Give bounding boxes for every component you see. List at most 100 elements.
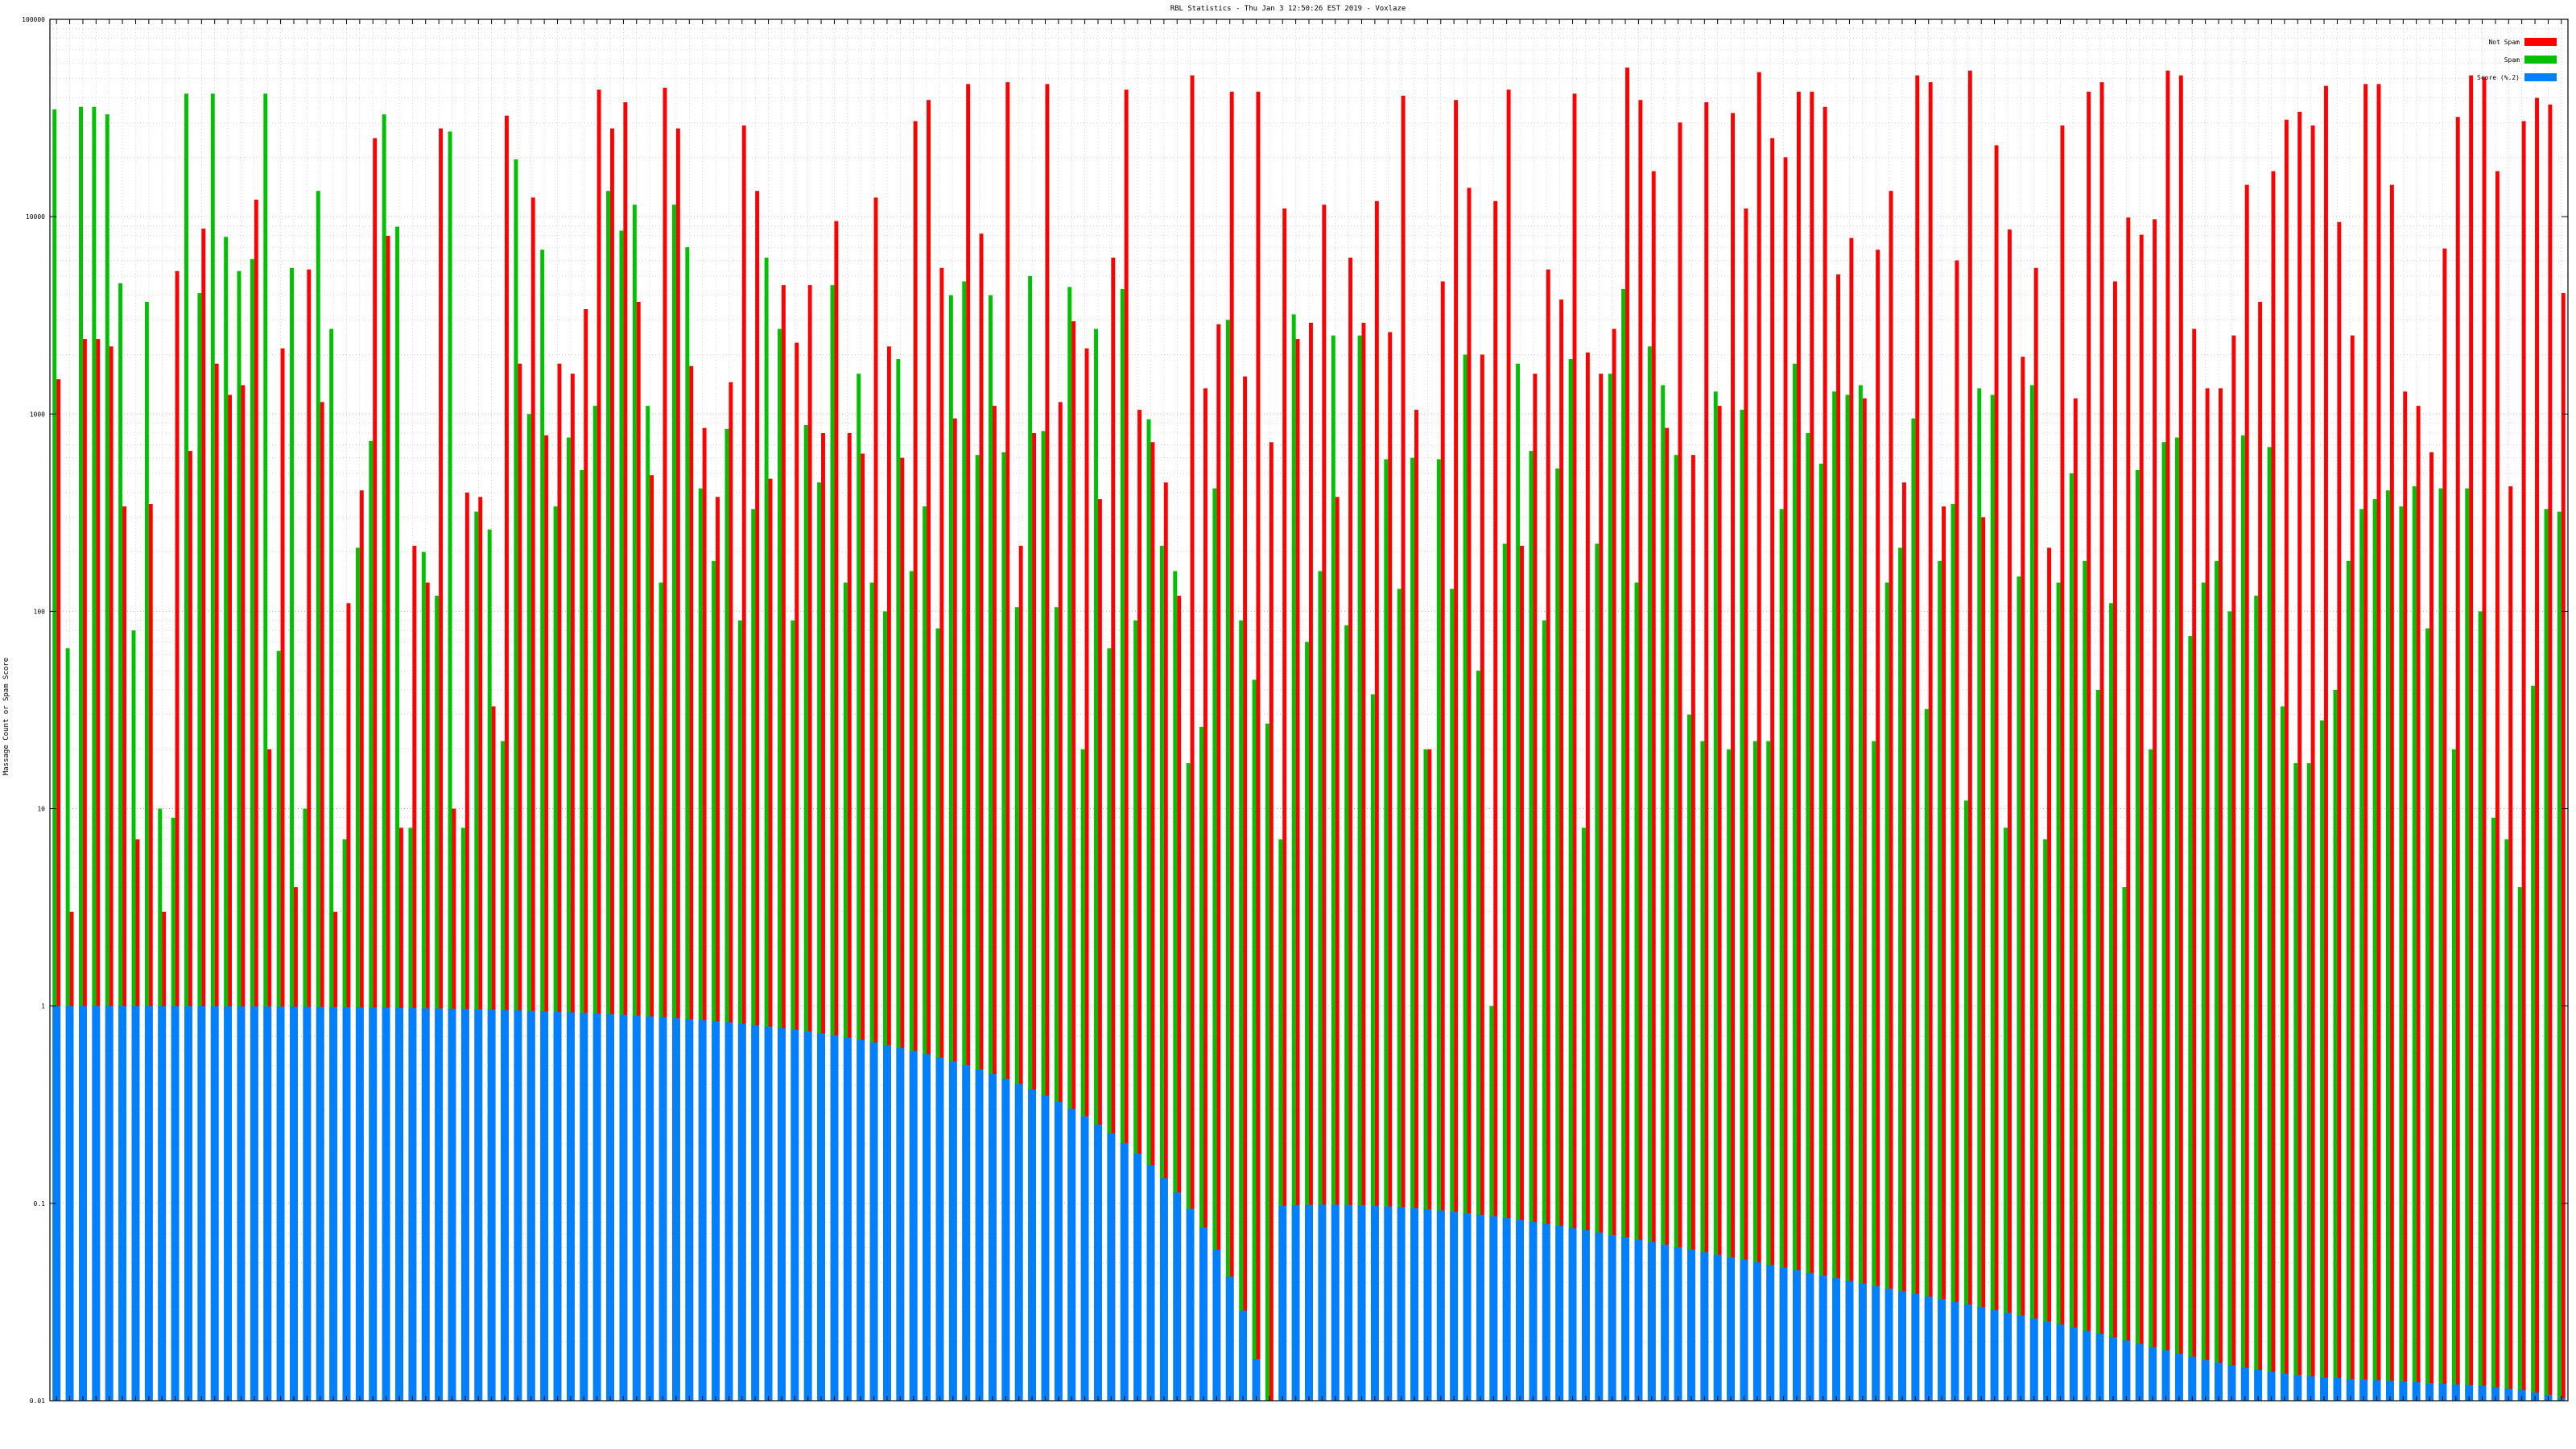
bar-not-spam bbox=[1388, 332, 1393, 1401]
bar-not-spam bbox=[2561, 293, 2566, 1401]
bar-spam bbox=[1977, 388, 1982, 1401]
bar-score bbox=[1344, 1204, 1353, 1401]
bar-spam bbox=[2320, 720, 2325, 1401]
bar-score bbox=[2083, 1331, 2091, 1401]
bar-score bbox=[540, 1011, 549, 1401]
bar-not-spam bbox=[2429, 452, 2434, 1401]
bar-not-spam bbox=[1559, 299, 1564, 1402]
bar-score bbox=[843, 1038, 852, 1401]
bar-not-spam bbox=[518, 363, 522, 1401]
bar-spam bbox=[2043, 839, 2048, 1401]
bar-not-spam bbox=[1506, 89, 1511, 1401]
bar-not-spam bbox=[741, 125, 746, 1401]
bar-not-spam bbox=[663, 88, 667, 1402]
bar-spam bbox=[1963, 800, 1968, 1401]
bar-score bbox=[52, 1005, 61, 1401]
bar-spam bbox=[1661, 385, 1666, 1401]
bar-score bbox=[1990, 1310, 1999, 1401]
bar-spam bbox=[962, 281, 967, 1401]
bar-score bbox=[1806, 1273, 1814, 1401]
bar-not-spam bbox=[439, 128, 444, 1401]
bar-not-spam bbox=[1005, 82, 1010, 1401]
bar-score bbox=[1014, 1084, 1023, 1401]
bar-not-spam bbox=[1744, 208, 1748, 1401]
bar-spam bbox=[1410, 457, 1415, 1401]
bar-not-spam bbox=[2297, 111, 2302, 1401]
bar-spam bbox=[1818, 464, 1823, 1401]
bar-spam bbox=[435, 596, 440, 1401]
bar-not-spam bbox=[900, 457, 905, 1401]
bar-not-spam bbox=[320, 402, 324, 1402]
bar-spam bbox=[737, 620, 742, 1401]
y-tick-label: 100000 bbox=[22, 16, 45, 23]
bar-not-spam bbox=[386, 235, 390, 1401]
bar-not-spam bbox=[2231, 335, 2236, 1402]
bar-spam bbox=[1793, 363, 1797, 1401]
bar-score bbox=[1911, 1294, 1920, 1401]
bar-not-spam bbox=[1810, 91, 1814, 1402]
bar-spam bbox=[1529, 451, 1534, 1401]
bar-not-spam bbox=[2219, 388, 2223, 1401]
bar-not-spam bbox=[425, 582, 430, 1401]
bar-spam bbox=[580, 469, 584, 1401]
bar-score bbox=[395, 1007, 403, 1401]
bar-not-spam bbox=[755, 191, 760, 1401]
bar-not-spam bbox=[1427, 749, 1432, 1401]
bar-spam bbox=[1265, 723, 1269, 1401]
bar-spam bbox=[1647, 346, 1652, 1401]
bar-not-spam bbox=[1111, 258, 1116, 1401]
bar-score bbox=[487, 1009, 496, 1401]
bar-spam bbox=[2385, 490, 2390, 1401]
bar-spam bbox=[2149, 749, 2153, 1401]
bar-score bbox=[2095, 1334, 2104, 1401]
bar-spam bbox=[1054, 607, 1059, 1401]
bar-not-spam bbox=[781, 285, 786, 1402]
bar-score bbox=[2109, 1337, 2117, 1401]
bar-spam bbox=[1608, 374, 1612, 1401]
bar-not-spam bbox=[2258, 301, 2263, 1401]
bar-spam bbox=[2399, 506, 2404, 1401]
bar-spam bbox=[2029, 385, 2034, 1401]
bar-spam bbox=[316, 191, 320, 1401]
bar-spam bbox=[896, 358, 901, 1401]
bar-not-spam bbox=[610, 128, 614, 1401]
bar-spam bbox=[658, 582, 663, 1401]
bar-not-spam bbox=[254, 199, 258, 1401]
bar-score bbox=[1555, 1225, 1564, 1401]
bar-score bbox=[263, 1006, 272, 1401]
bar-score bbox=[342, 1007, 351, 1401]
bar-not-spam bbox=[992, 406, 997, 1402]
bar-spam bbox=[514, 159, 518, 1401]
bar-spam bbox=[1885, 582, 1889, 1401]
bar-score bbox=[909, 1051, 918, 1401]
bar-score bbox=[1951, 1302, 1959, 1401]
bar-not-spam bbox=[1823, 106, 1827, 1401]
bar-score bbox=[1885, 1288, 1893, 1401]
bar-not-spam bbox=[689, 365, 694, 1401]
bar-spam bbox=[989, 295, 993, 1401]
bar-score bbox=[803, 1031, 812, 1401]
bar-not-spam bbox=[1704, 102, 1709, 1401]
bar-spam bbox=[1212, 488, 1217, 1401]
bar-score bbox=[2425, 1382, 2434, 1401]
bar-score bbox=[1568, 1228, 1577, 1401]
legend-label: Not Spam bbox=[2488, 39, 2520, 46]
bar-not-spam bbox=[1915, 75, 1920, 1401]
bar-not-spam bbox=[2244, 184, 2249, 1402]
bar-score bbox=[1159, 1178, 1168, 1401]
bar-spam bbox=[184, 93, 188, 1401]
bar-not-spam bbox=[861, 453, 865, 1401]
bar-spam bbox=[2122, 887, 2127, 1401]
bar-spam bbox=[2425, 628, 2430, 1401]
bar-score bbox=[1305, 1204, 1313, 1401]
bar-score bbox=[250, 1006, 258, 1401]
bar-not-spam bbox=[478, 497, 483, 1401]
bar-not-spam bbox=[1190, 75, 1195, 1401]
bar-not-spam bbox=[702, 427, 707, 1401]
bar-not-spam bbox=[2548, 104, 2553, 1401]
bar-spam bbox=[909, 571, 914, 1401]
bar-not-spam bbox=[1084, 348, 1089, 1402]
bar-score bbox=[1423, 1209, 1432, 1401]
bar-spam bbox=[1094, 328, 1098, 1401]
legend-swatch bbox=[2524, 73, 2557, 81]
